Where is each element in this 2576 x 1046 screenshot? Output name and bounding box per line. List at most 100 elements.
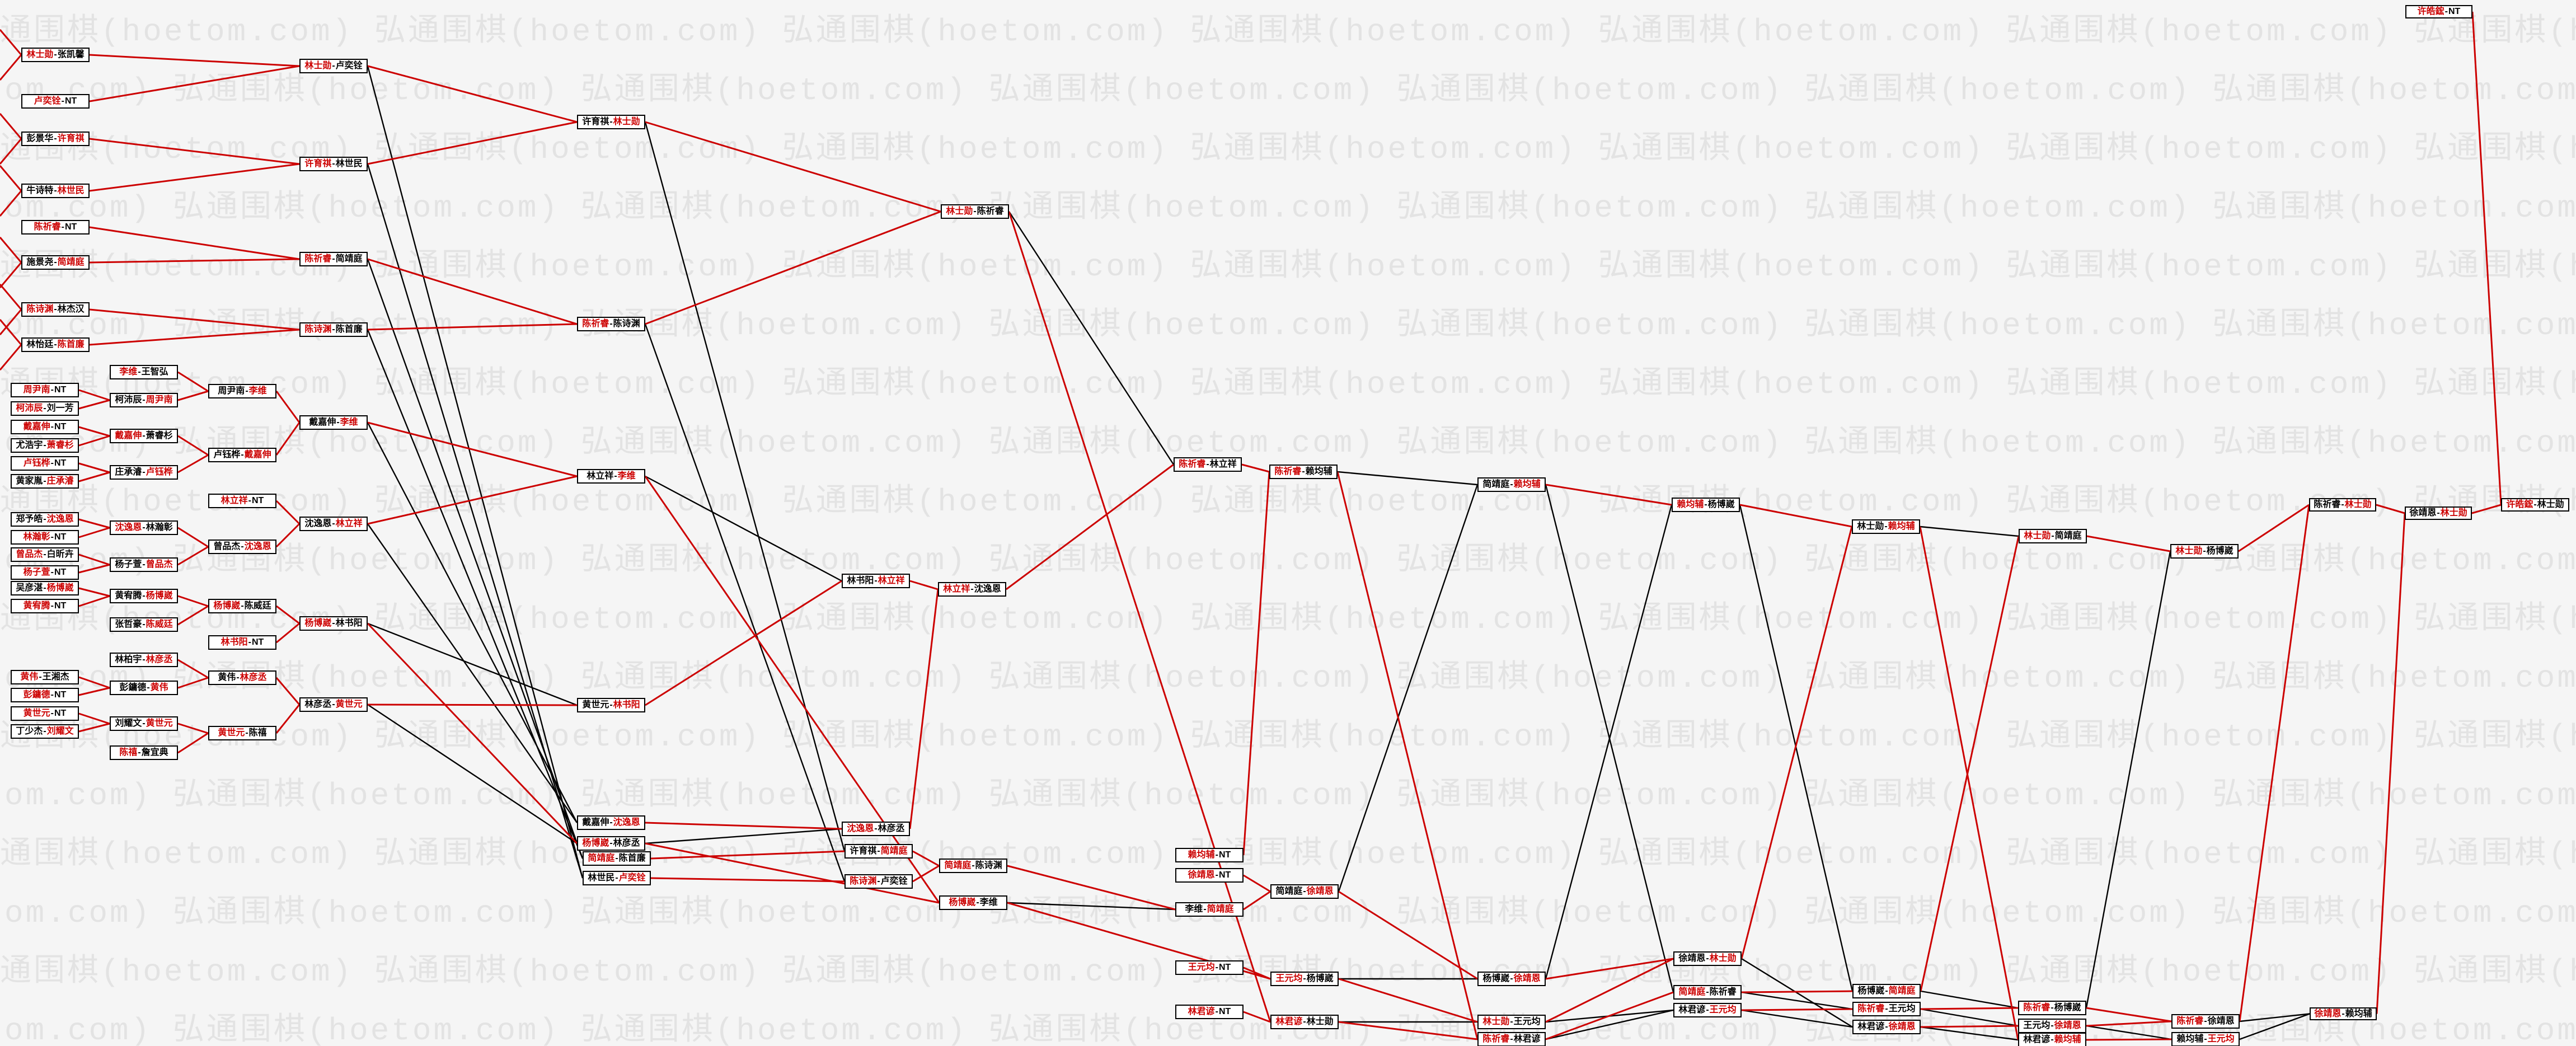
- match-box-M11: 吴彦湛 - 杨博崴: [11, 581, 79, 595]
- winner-path-line: [0, 284, 22, 310]
- winner-path-line: [1920, 536, 2020, 992]
- winner-path-line: [78, 518, 110, 529]
- separator: -: [2341, 500, 2344, 509]
- separator: -: [147, 683, 150, 692]
- match-box-N3: 戴嘉伸 - 萧睿杉: [110, 429, 178, 443]
- player1-name: 彭鏞德: [23, 690, 50, 700]
- player2-name: 刘一芳: [46, 404, 74, 413]
- player1-name: 庄承濬: [115, 467, 142, 477]
- loser-path-line: [1741, 958, 1853, 1028]
- winner-path-line: [78, 435, 110, 447]
- match-box-M1: 周尹南 - NT: [11, 383, 79, 397]
- loser-path-line: [2239, 1013, 2310, 1022]
- player1-name: 林彦丞: [304, 700, 332, 709]
- winner-path-line: [2238, 504, 2310, 552]
- separator: -: [609, 818, 613, 827]
- winner-path-line: [650, 850, 845, 860]
- separator: -: [1885, 1004, 1888, 1014]
- player2-name: NT: [54, 567, 67, 577]
- player2-name: 赖均辅: [1305, 467, 1332, 476]
- winner-path-line: [89, 258, 300, 264]
- loser-path-line: [367, 523, 578, 823]
- player1-name: 黄世元: [582, 700, 609, 710]
- match-box-O7: 黄伟 - 林彦丞: [208, 670, 276, 685]
- match-box-Q3: 戴嘉伸 - 沈逸恩: [577, 815, 645, 830]
- separator: -: [50, 458, 54, 468]
- player1-name: 林士勋: [1482, 1017, 1510, 1026]
- player1-name: 林君谚: [1857, 1022, 1885, 1031]
- separator: -: [142, 719, 146, 728]
- separator: -: [1510, 1034, 1513, 1044]
- match-box-W3: 林君谚 - 林士勋: [1270, 1015, 1339, 1029]
- player2-name: NT: [1219, 870, 1231, 880]
- separator: -: [43, 404, 46, 413]
- match-box-T7: 陈诗渊 - 林杰汉: [21, 302, 90, 317]
- match-box-P3: 杨博崴 - 林书阳: [299, 616, 368, 631]
- winner-path-line: [2086, 1038, 2172, 1041]
- separator: -: [248, 496, 251, 505]
- player1-name: 许育祺: [850, 846, 877, 856]
- separator: -: [61, 222, 64, 232]
- player1-name: 沈逸恩: [847, 824, 874, 833]
- separator: -: [138, 748, 141, 757]
- player2-name: 赖均辅: [1513, 480, 1541, 489]
- player2-name: NT: [54, 458, 67, 468]
- match-box-AB1: 陈祈睿 - 徐靖恩: [2171, 1014, 2240, 1029]
- player1-name: 戴嘉伸: [23, 422, 50, 431]
- player2-name: 林士勋: [2344, 500, 2372, 509]
- winner-path-line: [177, 595, 209, 607]
- player2-name: 简靖庭: [2054, 531, 2082, 541]
- match-box-P2: 沈逸恩 - 林立祥: [299, 517, 368, 531]
- winner-path-line: [1243, 967, 1271, 980]
- match-box-S2: 简靖庭 - 陈诗渊: [939, 859, 1007, 873]
- player1-name: 杨博崴: [213, 601, 241, 611]
- winner-path-line: [645, 580, 842, 706]
- player2-name: 林书阳: [613, 700, 640, 710]
- player2-name: 简靖庭: [1207, 904, 1234, 914]
- player1-name: 牛诗特: [26, 186, 54, 195]
- separator: -: [972, 861, 975, 870]
- match-box-T13: 许育祺 - 林士勋: [577, 115, 645, 129]
- separator: -: [2444, 7, 2448, 16]
- match-box-AB2: 赖均辅 - 王元均: [2171, 1032, 2240, 1046]
- player1-name: 王元均: [2023, 1021, 2051, 1030]
- separator: -: [2437, 508, 2440, 518]
- player1-name: 林君谚: [2023, 1035, 2051, 1044]
- player2-name: NT: [1219, 850, 1231, 860]
- player2-name: 陈威廷: [244, 601, 271, 611]
- match-box-M9: 曾品杰 - 白昕卉: [11, 547, 79, 562]
- winner-path-line: [177, 371, 209, 392]
- winner-path-line: [78, 554, 110, 566]
- player2-name: NT: [54, 709, 67, 718]
- winner-path-line: [276, 622, 300, 644]
- player1-name: 戴嘉伸: [309, 418, 336, 427]
- winner-path-line: [177, 527, 209, 548]
- player1-name: 黄家胤: [16, 476, 43, 486]
- separator: -: [2051, 1003, 2054, 1012]
- winner-path-line: [1243, 1011, 1271, 1023]
- winner-path-line: [177, 435, 209, 456]
- player2-name: 林士勋: [1306, 1017, 1334, 1026]
- winner-path-line: [78, 712, 110, 725]
- loser-path-line: [1920, 1008, 2019, 1027]
- match-box-U7: 林士勋 - 杨博崴: [2170, 544, 2239, 559]
- match-box-AA3: 林君谚 - 赖均辅: [2018, 1033, 2086, 1046]
- match-box-U10: 许皓鋐 - 林士勋: [2501, 498, 2569, 512]
- player2-name: 沈逸恩: [613, 818, 640, 827]
- match-box-Q5: 简靖庭 - 陈首廉: [583, 851, 651, 866]
- player2-name: 徐靖恩: [1513, 974, 1541, 983]
- player2-name: NT: [1219, 1007, 1231, 1016]
- match-box-N1: 李维 - 王智弘: [110, 365, 178, 379]
- player2-name: 王元均: [1513, 1017, 1541, 1026]
- winner-path-line: [275, 391, 301, 423]
- match-box-M5: 卢钰桦 - NT: [11, 456, 79, 471]
- separator: -: [970, 584, 974, 594]
- winner-path-line: [78, 527, 110, 538]
- player1-name: 许皓鋐: [2506, 500, 2533, 509]
- player1-name: 张哲豪: [115, 620, 142, 629]
- separator: -: [1510, 1017, 1513, 1026]
- match-box-U3: 简靖庭 - 赖均辅: [1477, 477, 1546, 492]
- match-box-X2: 林士勋 - 王元均: [1477, 1015, 1546, 1029]
- player1-name: 林君谚: [1275, 1017, 1303, 1026]
